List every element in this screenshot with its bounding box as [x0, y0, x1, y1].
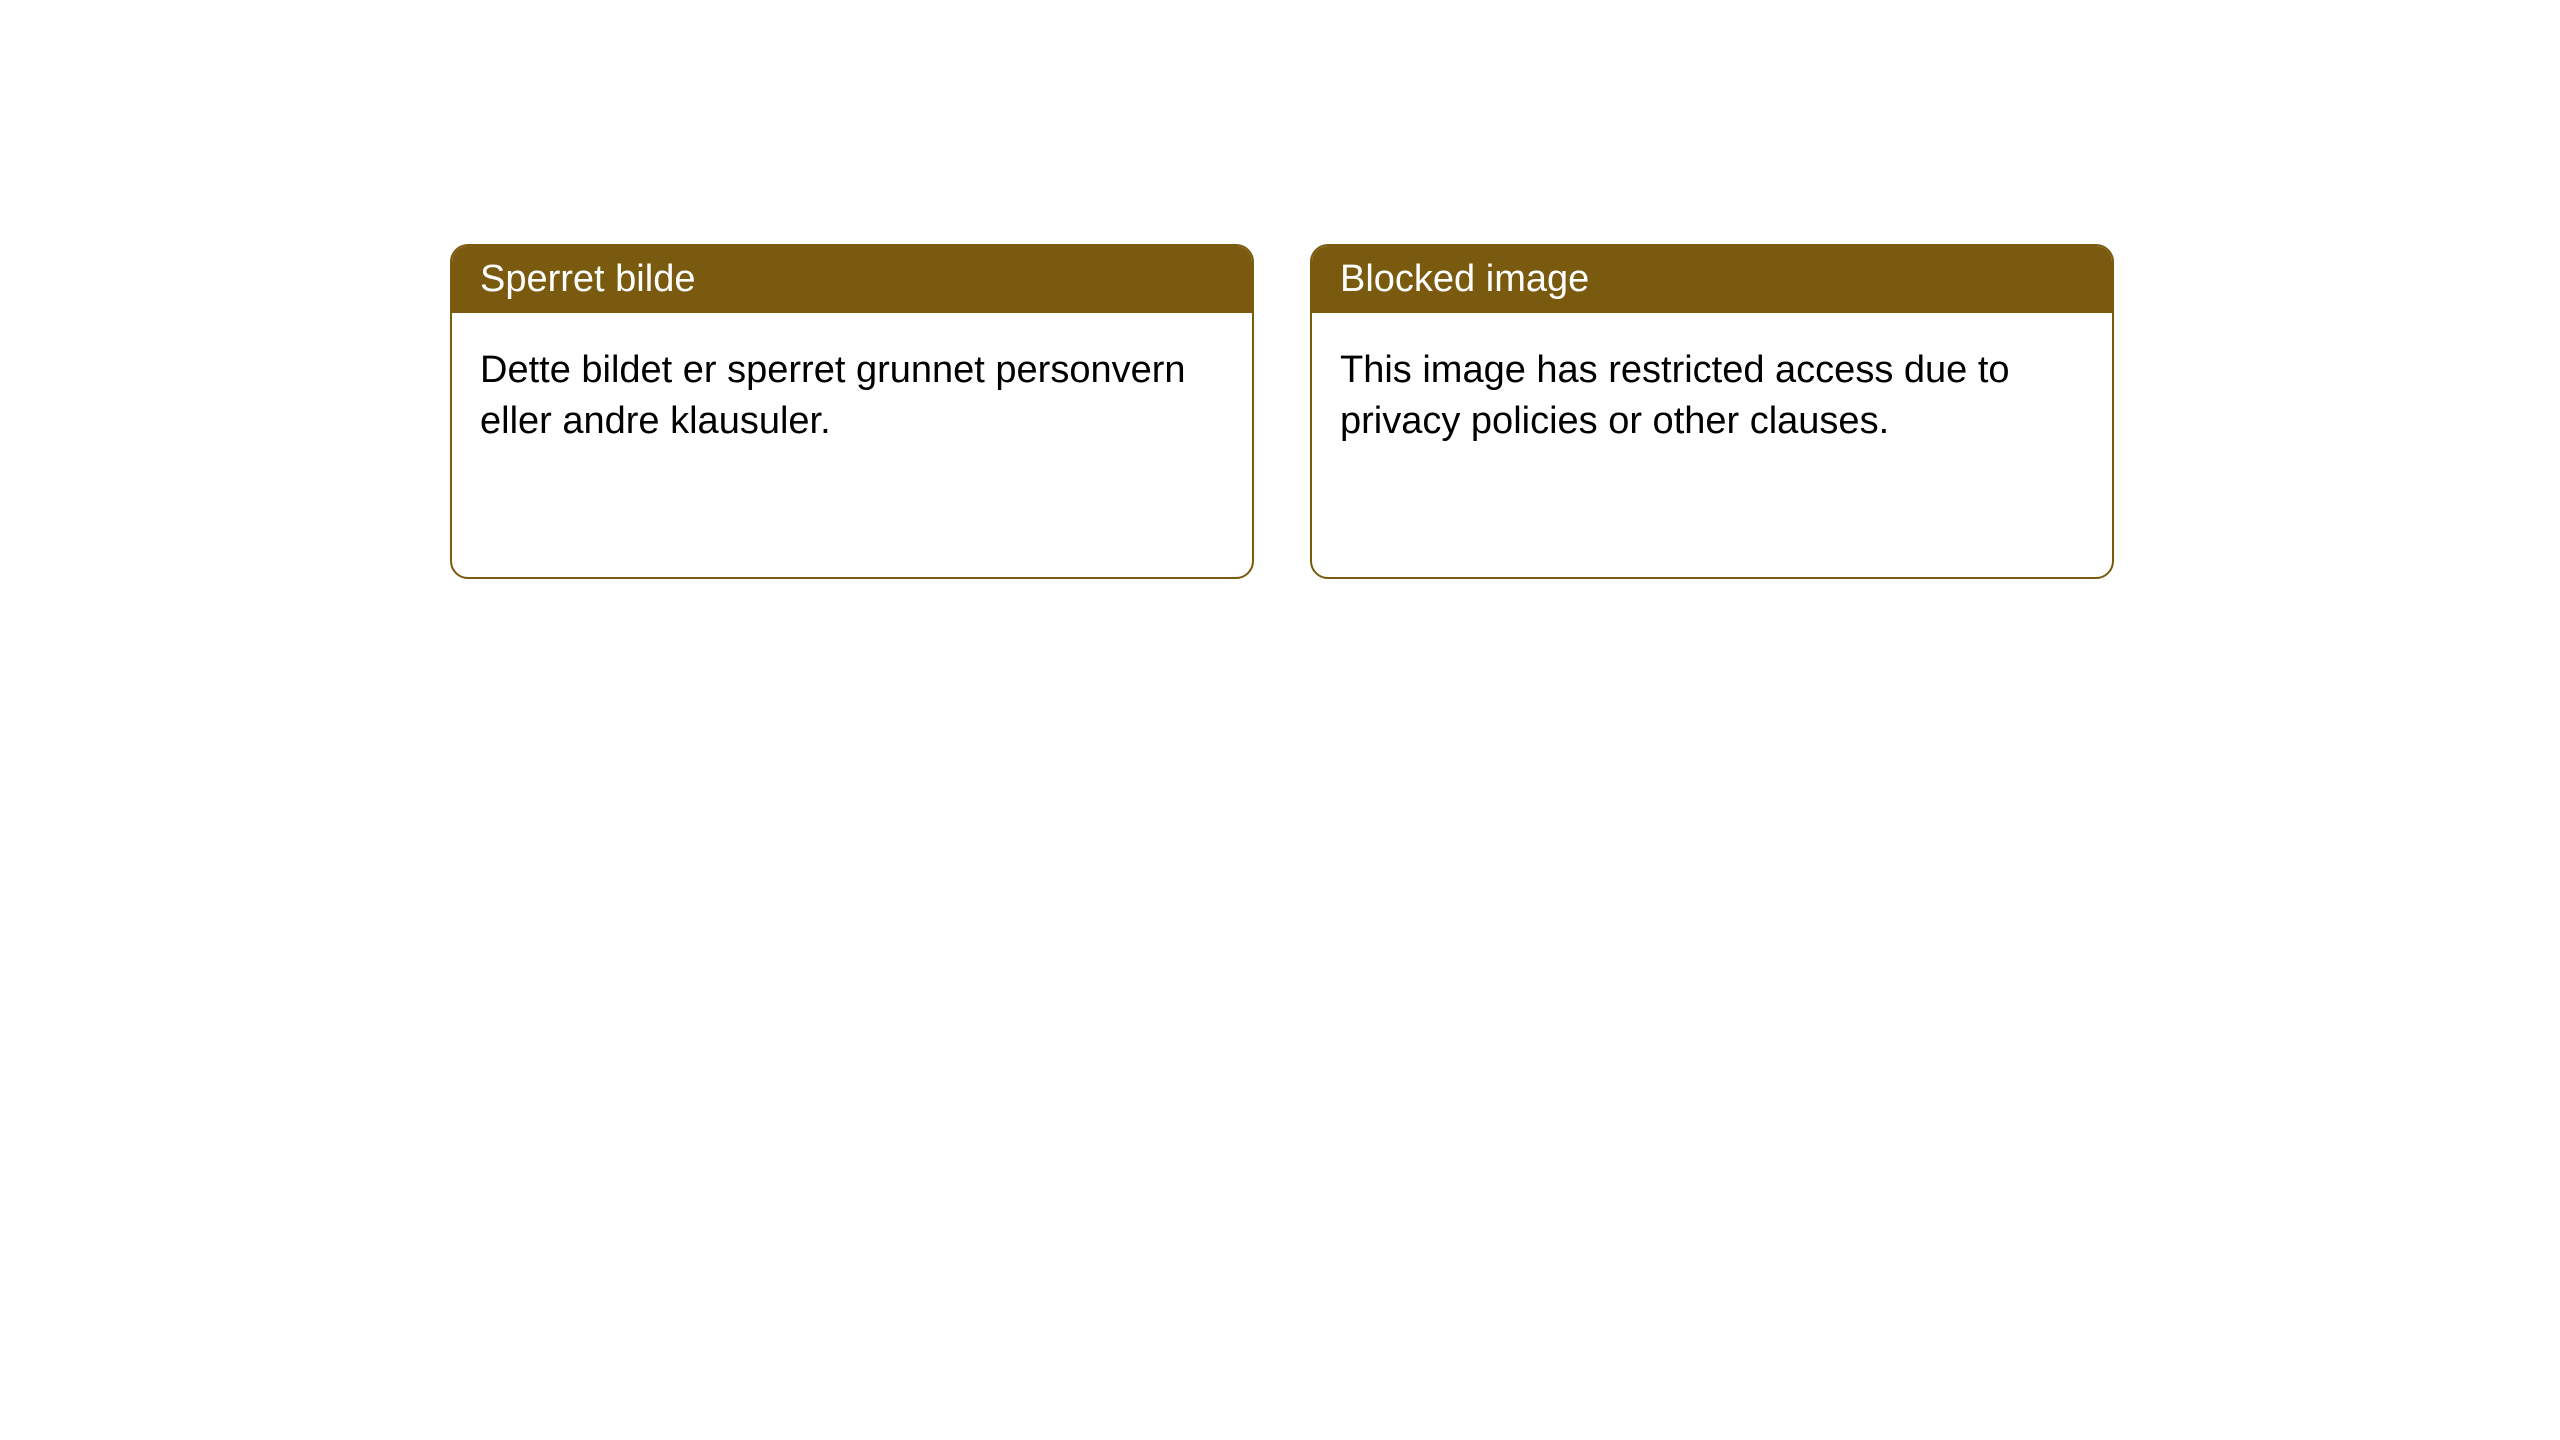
- notice-title: Sperret bilde: [480, 258, 695, 300]
- notice-container: Sperret bilde Dette bildet er sperret gr…: [0, 0, 2560, 579]
- notice-card-norwegian: Sperret bilde Dette bildet er sperret gr…: [450, 244, 1254, 579]
- notice-body-text: This image has restricted access due to …: [1340, 349, 2010, 442]
- notice-title: Blocked image: [1340, 258, 1589, 300]
- notice-card-english: Blocked image This image has restricted …: [1310, 244, 2114, 579]
- notice-header: Sperret bilde: [452, 246, 1252, 313]
- notice-header: Blocked image: [1312, 246, 2112, 313]
- notice-body-text: Dette bildet er sperret grunnet personve…: [480, 349, 1186, 442]
- notice-body: Dette bildet er sperret grunnet personve…: [452, 313, 1252, 480]
- notice-body: This image has restricted access due to …: [1312, 313, 2112, 480]
